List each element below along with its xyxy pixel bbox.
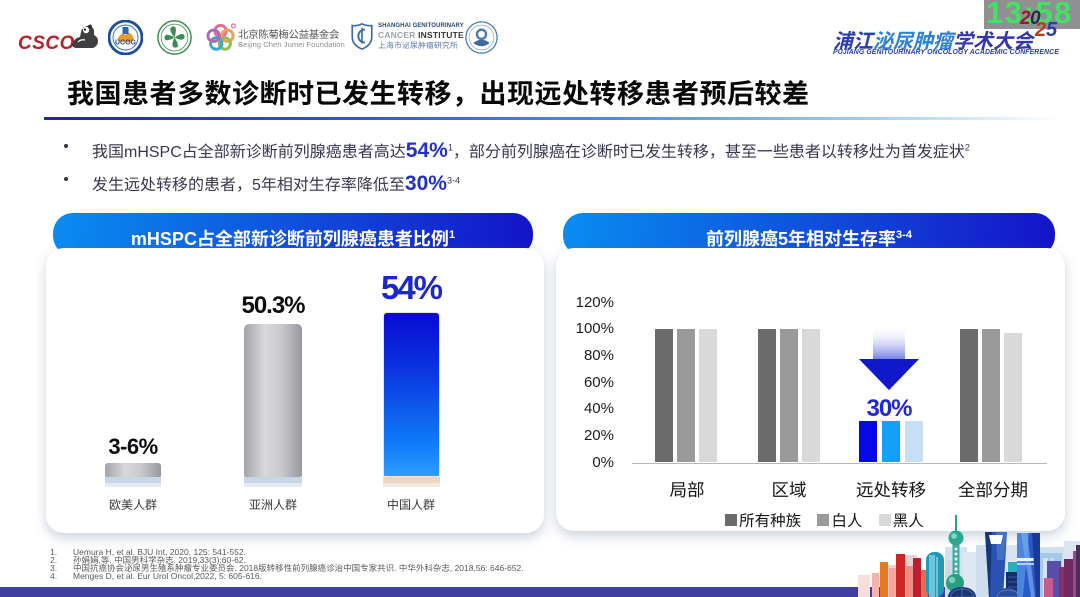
- svg-text:UCOG: UCOG: [115, 40, 137, 47]
